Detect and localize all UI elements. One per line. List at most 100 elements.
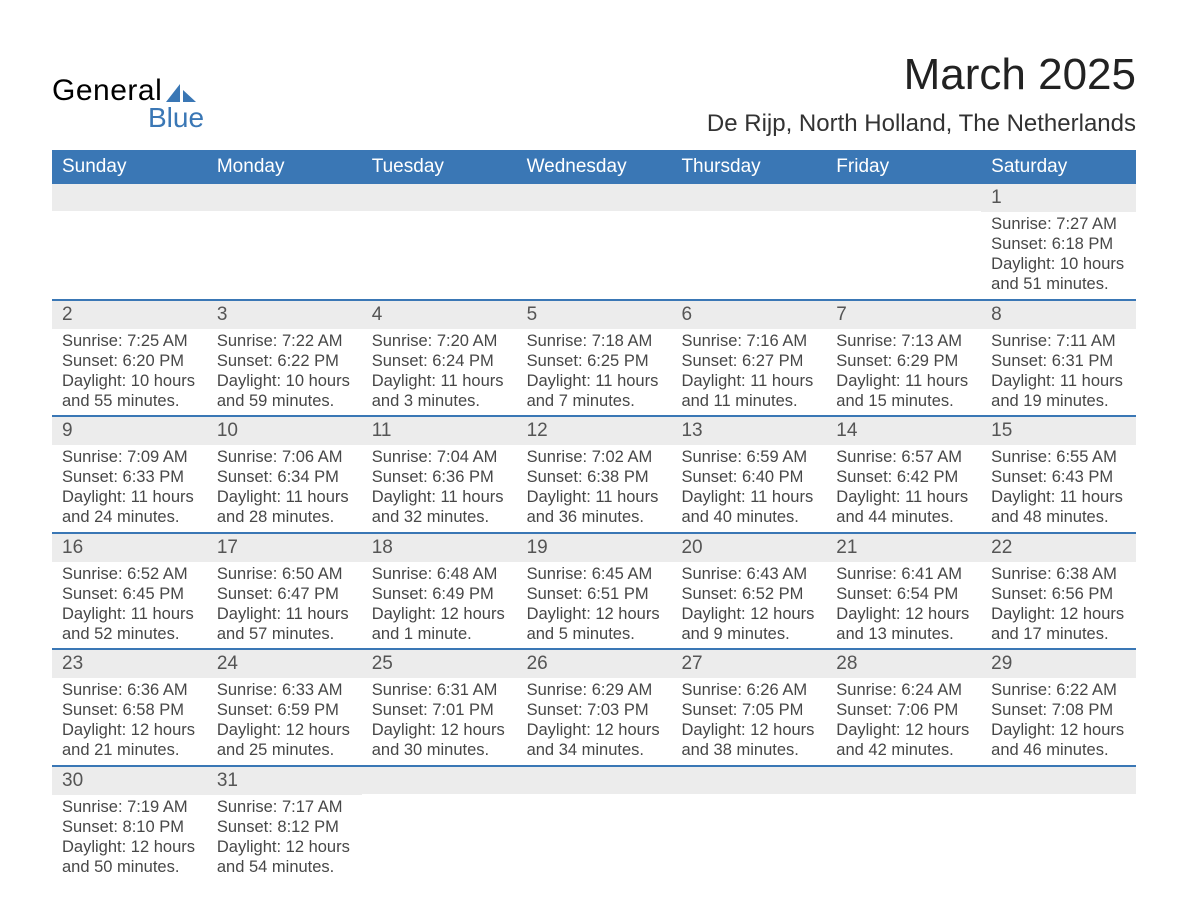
calendar-day-cell: 18Sunrise: 6:48 AMSunset: 6:49 PMDayligh… <box>362 534 517 649</box>
day-detail-line: Daylight: 12 hours <box>991 720 1126 740</box>
day-detail-line: Sunset: 6:36 PM <box>372 467 507 487</box>
calendar-day-cell: 25Sunrise: 6:31 AMSunset: 7:01 PMDayligh… <box>362 650 517 765</box>
day-detail-line: Sunset: 6:24 PM <box>372 351 507 371</box>
day-detail-line: Sunset: 6:27 PM <box>681 351 816 371</box>
calendar-day-cell <box>362 767 517 882</box>
calendar-day-cell: 12Sunrise: 7:02 AMSunset: 6:38 PMDayligh… <box>517 417 672 532</box>
day-detail-line: Daylight: 11 hours <box>62 487 197 507</box>
day-detail-line: Sunset: 6:56 PM <box>991 584 1126 604</box>
day-detail-line: Sunset: 6:33 PM <box>62 467 197 487</box>
day-detail-line: Sunset: 7:05 PM <box>681 700 816 720</box>
day-detail-line: Sunset: 8:10 PM <box>62 817 197 837</box>
day-detail-line: and 51 minutes. <box>991 274 1126 294</box>
day-detail-line: Sunrise: 7:02 AM <box>527 447 662 467</box>
calendar-day-cell: 31Sunrise: 7:17 AMSunset: 8:12 PMDayligh… <box>207 767 362 882</box>
month-title: March 2025 <box>707 50 1136 100</box>
day-details: Sunrise: 6:59 AMSunset: 6:40 PMDaylight:… <box>671 445 826 532</box>
calendar-day-cell: 17Sunrise: 6:50 AMSunset: 6:47 PMDayligh… <box>207 534 362 649</box>
day-detail-line: Sunrise: 7:27 AM <box>991 214 1126 234</box>
empty-day <box>52 184 207 211</box>
empty-day <box>362 767 517 794</box>
day-detail-line: Sunrise: 6:22 AM <box>991 680 1126 700</box>
calendar-day-cell: 8Sunrise: 7:11 AMSunset: 6:31 PMDaylight… <box>981 301 1136 416</box>
calendar-week-row: 9Sunrise: 7:09 AMSunset: 6:33 PMDaylight… <box>52 415 1136 532</box>
day-detail-line: Sunrise: 7:06 AM <box>217 447 352 467</box>
day-details: Sunrise: 7:02 AMSunset: 6:38 PMDaylight:… <box>517 445 672 532</box>
day-detail-line: and 5 minutes. <box>527 624 662 644</box>
day-detail-line: Sunrise: 6:52 AM <box>62 564 197 584</box>
day-detail-line: Sunrise: 6:24 AM <box>836 680 971 700</box>
day-detail-line: and 3 minutes. <box>372 391 507 411</box>
day-detail-line: Sunrise: 6:59 AM <box>681 447 816 467</box>
page-header: General Blue March 2025 De Rijp, North H… <box>52 50 1136 138</box>
day-detail-line: and 38 minutes. <box>681 740 816 760</box>
day-detail-line: Daylight: 11 hours <box>991 487 1126 507</box>
day-number: 21 <box>826 534 981 562</box>
day-detail-line: Sunrise: 6:55 AM <box>991 447 1126 467</box>
day-number: 8 <box>981 301 1136 329</box>
day-detail-line: Sunset: 8:12 PM <box>217 817 352 837</box>
day-detail-line: Sunset: 6:22 PM <box>217 351 352 371</box>
day-number: 9 <box>52 417 207 445</box>
day-detail-line: and 42 minutes. <box>836 740 971 760</box>
day-details: Sunrise: 6:33 AMSunset: 6:59 PMDaylight:… <box>207 678 362 765</box>
weekday-header: Thursday <box>671 150 826 184</box>
day-detail-line: Daylight: 10 hours <box>217 371 352 391</box>
day-detail-line: and 9 minutes. <box>681 624 816 644</box>
calendar-day-cell: 27Sunrise: 6:26 AMSunset: 7:05 PMDayligh… <box>671 650 826 765</box>
title-block: March 2025 De Rijp, North Holland, The N… <box>707 50 1136 138</box>
day-number: 12 <box>517 417 672 445</box>
day-detail-line: Sunset: 7:01 PM <box>372 700 507 720</box>
day-detail-line: Daylight: 12 hours <box>527 604 662 624</box>
day-detail-line: Sunrise: 7:17 AM <box>217 797 352 817</box>
calendar-day-cell <box>517 767 672 882</box>
day-detail-line: and 11 minutes. <box>681 391 816 411</box>
day-detail-line: Daylight: 12 hours <box>836 720 971 740</box>
day-details: Sunrise: 7:27 AMSunset: 6:18 PMDaylight:… <box>981 212 1136 299</box>
calendar-week-row: 30Sunrise: 7:19 AMSunset: 8:10 PMDayligh… <box>52 765 1136 882</box>
day-detail-line: Sunset: 6:31 PM <box>991 351 1126 371</box>
day-detail-line: Sunset: 6:25 PM <box>527 351 662 371</box>
day-detail-line: Sunrise: 7:18 AM <box>527 331 662 351</box>
calendar-day-cell: 15Sunrise: 6:55 AMSunset: 6:43 PMDayligh… <box>981 417 1136 532</box>
day-detail-line: Sunrise: 6:48 AM <box>372 564 507 584</box>
day-detail-line: and 46 minutes. <box>991 740 1126 760</box>
day-detail-line: Sunset: 6:34 PM <box>217 467 352 487</box>
calendar-day-cell: 20Sunrise: 6:43 AMSunset: 6:52 PMDayligh… <box>671 534 826 649</box>
day-detail-line: Sunrise: 6:31 AM <box>372 680 507 700</box>
day-detail-line: Daylight: 11 hours <box>372 371 507 391</box>
day-detail-line: and 32 minutes. <box>372 507 507 527</box>
calendar-day-cell <box>207 184 362 299</box>
day-detail-line: Sunset: 6:58 PM <box>62 700 197 720</box>
day-detail-line: Sunrise: 7:04 AM <box>372 447 507 467</box>
day-detail-line: and 30 minutes. <box>372 740 507 760</box>
day-detail-line: and 1 minute. <box>372 624 507 644</box>
calendar-day-cell: 16Sunrise: 6:52 AMSunset: 6:45 PMDayligh… <box>52 534 207 649</box>
empty-day <box>207 184 362 211</box>
logo: General Blue <box>52 50 204 134</box>
day-number: 30 <box>52 767 207 795</box>
day-details: Sunrise: 7:18 AMSunset: 6:25 PMDaylight:… <box>517 329 672 416</box>
day-detail-line: Sunset: 6:49 PM <box>372 584 507 604</box>
day-number: 11 <box>362 417 517 445</box>
day-number: 16 <box>52 534 207 562</box>
day-details: Sunrise: 7:13 AMSunset: 6:29 PMDaylight:… <box>826 329 981 416</box>
empty-day <box>362 184 517 211</box>
day-detail-line: and 40 minutes. <box>681 507 816 527</box>
day-details: Sunrise: 6:55 AMSunset: 6:43 PMDaylight:… <box>981 445 1136 532</box>
empty-day <box>826 767 981 794</box>
day-detail-line: Daylight: 12 hours <box>991 604 1126 624</box>
day-detail-line: Sunset: 7:08 PM <box>991 700 1126 720</box>
day-details: Sunrise: 6:31 AMSunset: 7:01 PMDaylight:… <box>362 678 517 765</box>
day-number: 13 <box>671 417 826 445</box>
day-detail-line: and 17 minutes. <box>991 624 1126 644</box>
day-detail-line: and 21 minutes. <box>62 740 197 760</box>
day-detail-line: Sunset: 6:51 PM <box>527 584 662 604</box>
day-number: 24 <box>207 650 362 678</box>
day-number: 6 <box>671 301 826 329</box>
day-detail-line: Daylight: 11 hours <box>681 371 816 391</box>
day-detail-line: and 7 minutes. <box>527 391 662 411</box>
empty-day <box>517 767 672 794</box>
calendar-week-row: 23Sunrise: 6:36 AMSunset: 6:58 PMDayligh… <box>52 648 1136 765</box>
day-number: 26 <box>517 650 672 678</box>
